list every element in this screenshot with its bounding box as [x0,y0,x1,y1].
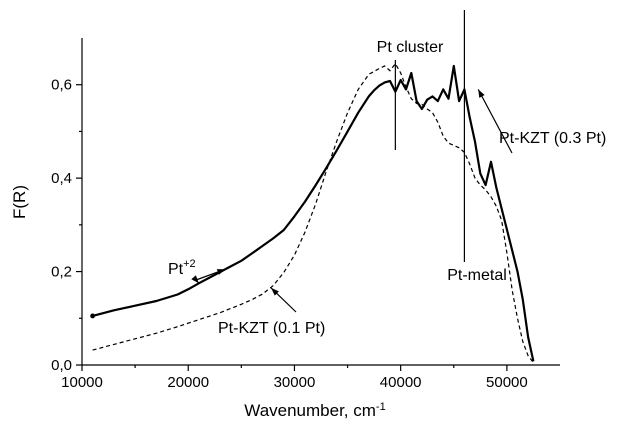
annotation-pt-kzt-0-3-arrow [477,89,513,154]
y-tick-label: 0,0 [51,357,72,374]
series-layer [90,62,535,364]
annotation-pt-cluster: Pt cluster [377,39,444,56]
series-line-0-1-pt [92,62,534,364]
y-tick-label: 0,6 [51,77,72,94]
x-axis-title-main: Wavenumber, cm [244,401,376,420]
series-start-point [90,313,96,319]
x-tick-label: 40000 [380,374,422,391]
annotation-pt2: Pt+2 [168,258,196,278]
x-tick-label: 30000 [274,374,316,391]
y-axis-title: F(R) [10,185,29,219]
x-tick-label: 10000 [61,374,103,391]
annotation-layer: Pt+2 Pt-KZT (0.1 Pt) Pt-KZT (0.3 Pt) Pt clu… [168,10,606,337]
x-axis-title-superscript: -1 [376,401,386,413]
y-tick-label: 0,4 [51,170,72,187]
annotation-pt-kzt-0-1: Pt-KZT (0.1 Pt) [218,320,325,337]
y-tick-label: 0,2 [51,264,72,281]
axes: 10000 20000 30000 40000 50000 0,0 0,2 0,4 0,6 [51,38,560,391]
annotation-pt-kzt-0-3: Pt-KZT (0.3 Pt) [499,130,606,147]
series-line-0-3-pt [92,64,535,362]
annotation-pt2-arrow-0-head [191,275,199,284]
annotation-pt-kzt-0-1-arrow-head [271,287,279,296]
annotation-pt-metal: Pt-metal [447,267,507,284]
x-axis-title: Wavenumber, cm-1 [244,401,385,420]
annotation-pt2-text: Pt [168,261,184,278]
annotation-pt2-arrow-1-head [216,269,226,275]
annotation-pt2-sup: +2 [183,258,196,270]
x-tick-label: 20000 [167,374,209,391]
annotation-pt-kzt-0-3-arrow-head [478,89,485,98]
x-tick-label: 50000 [486,374,528,391]
